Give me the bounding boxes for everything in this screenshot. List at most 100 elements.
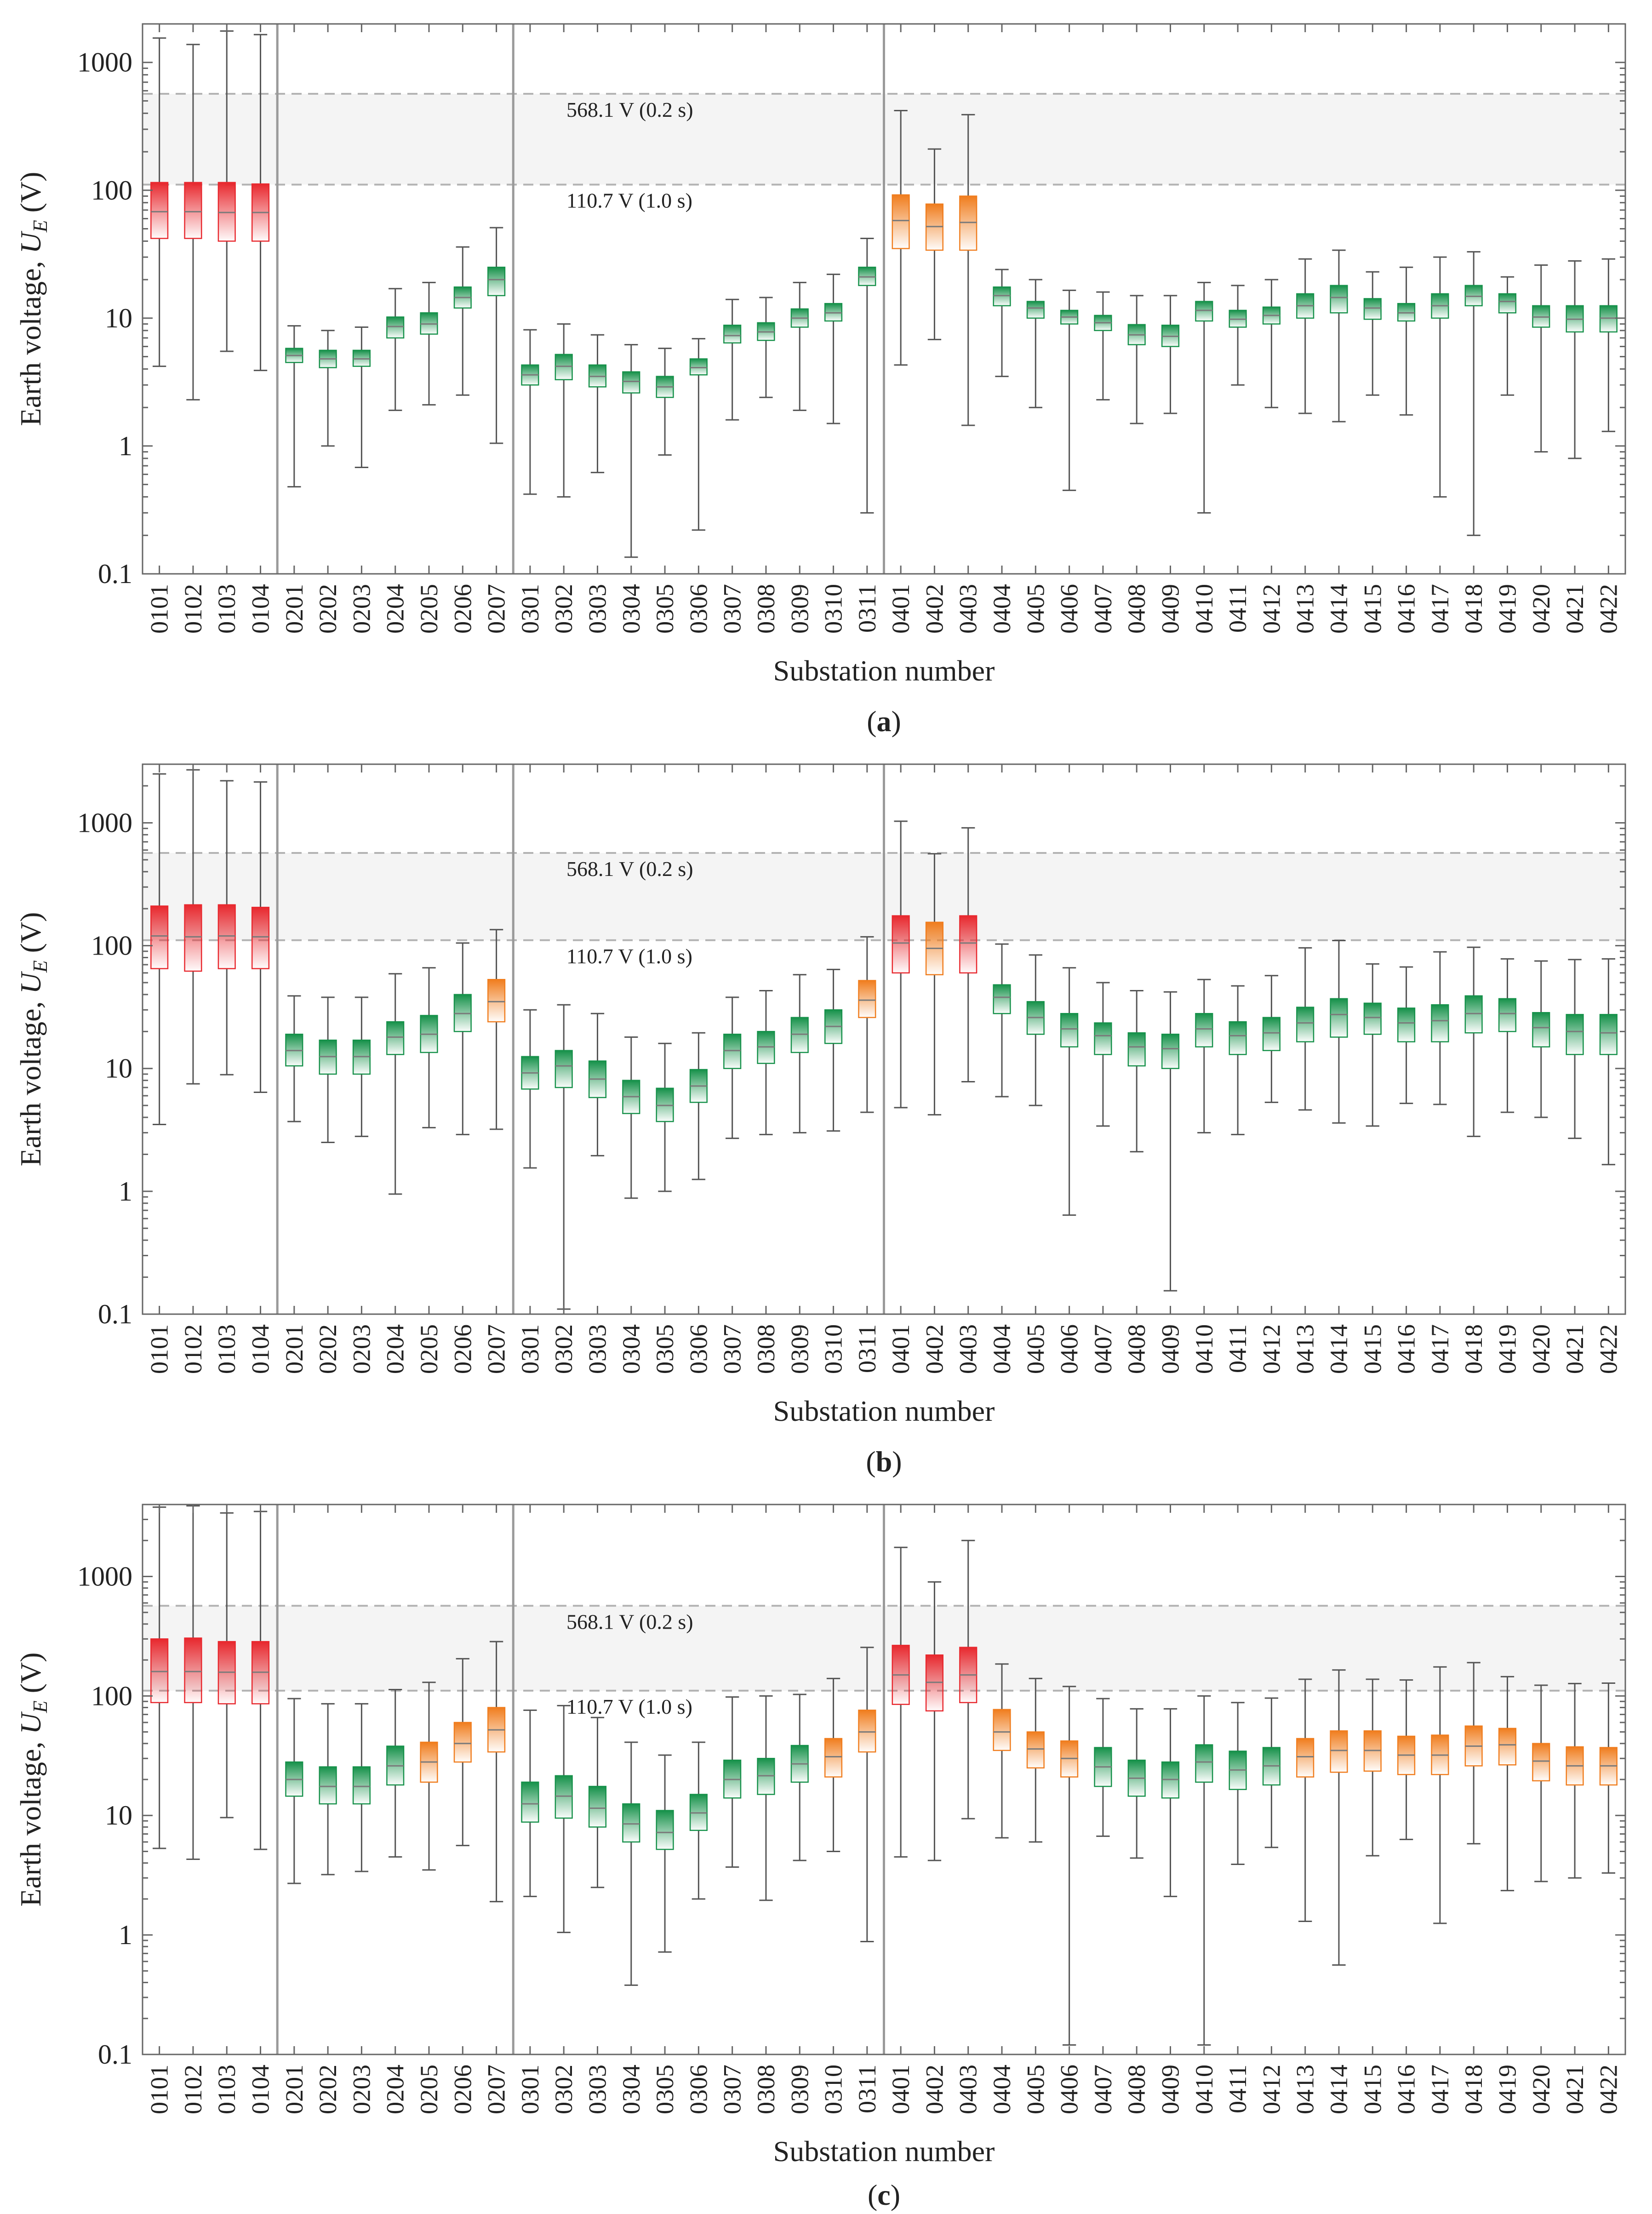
y-tick-label: 10 (105, 1053, 132, 1084)
x-axis-title: Substation number (773, 1395, 995, 1427)
box-iqr (1330, 285, 1348, 314)
box-0411 (1229, 285, 1247, 386)
x-tick-label: 0422 (1595, 1324, 1622, 1374)
x-tick-label: 0103 (213, 584, 240, 634)
x-tick-label: 0302 (550, 584, 577, 634)
box-0403 (959, 827, 977, 1083)
x-tick-label: 0403 (955, 584, 982, 634)
box-iqr (1296, 1738, 1315, 1778)
x-tick-label: 0104 (247, 1324, 274, 1374)
box-0101 (150, 37, 169, 367)
x-tick-label: 0303 (583, 2065, 611, 2114)
x-tick-label: 0201 (280, 584, 308, 634)
box-0304 (622, 1741, 640, 1986)
box-0305 (656, 348, 674, 456)
x-tick-label: 0303 (583, 584, 611, 634)
x-tick-label: 0416 (1393, 1324, 1420, 1374)
x-tick-label: 0402 (920, 2065, 948, 2114)
box-0103 (217, 780, 236, 1076)
x-tick-label: 0412 (1258, 1324, 1285, 1374)
x-tick-label: 0309 (786, 2065, 813, 2114)
box-0206 (453, 942, 472, 1135)
y-tick-label: 0.1 (98, 1299, 132, 1329)
threshold-label: 110.7 V (1.0 s) (566, 944, 692, 968)
x-tick-label: 0306 (685, 1324, 712, 1374)
box-0306 (689, 1032, 708, 1180)
box-iqr (1262, 1017, 1280, 1051)
box-0101 (150, 1506, 169, 1849)
box-iqr (622, 371, 640, 394)
box-0402 (925, 148, 944, 340)
box-iqr (959, 915, 977, 974)
box-iqr (217, 904, 236, 969)
y-tick-label: 10 (105, 1800, 132, 1831)
box-iqr (1296, 1007, 1315, 1042)
box-0417 (1431, 1666, 1449, 1924)
x-tick-label: 0205 (415, 2065, 443, 2114)
box-0401 (892, 109, 910, 366)
box-0409 (1161, 991, 1180, 1292)
x-tick-label: 0414 (1325, 2065, 1353, 2114)
box-0303 (588, 334, 607, 474)
box-0405 (1026, 1677, 1045, 1843)
x-tick-label: 0301 (516, 2065, 544, 2114)
box-0410 (1195, 978, 1213, 1133)
x-tick-label: 0405 (1022, 584, 1049, 634)
box-0404 (993, 943, 1011, 1098)
x-tick-label: 0421 (1561, 1324, 1589, 1374)
box-0305 (656, 1042, 674, 1192)
box-0202 (319, 330, 337, 447)
box-iqr (1498, 998, 1517, 1032)
box-0303 (588, 1013, 607, 1156)
x-tick-label: 0101 (146, 584, 173, 634)
box-0409 (1161, 1708, 1180, 1897)
box-iqr (588, 1785, 607, 1828)
box-iqr (487, 266, 506, 297)
x-tick-label: 0408 (1123, 1324, 1150, 1374)
x-tick-label: 0411 (1224, 584, 1252, 633)
box-0408 (1127, 990, 1146, 1153)
x-tick-label: 0301 (516, 584, 544, 634)
box-0306 (689, 1741, 708, 1900)
box-0410 (1195, 281, 1213, 514)
box-0207 (487, 1641, 506, 1903)
box-0422 (1599, 1682, 1618, 1874)
x-tick-label: 0419 (1493, 584, 1521, 634)
x-axis: 0101 0102 0103 0104 0201 0202 0203 0204 0205 0206… (146, 24, 1622, 634)
box-0401 (892, 820, 910, 1109)
box-0307 (723, 996, 742, 1139)
box-0308 (757, 1695, 775, 1901)
chart-panel-c: 568.1 V (0.2 s) 110.7 V (1.0 s) 0.1 1 10 100 1… (14, 1504, 1626, 2211)
x-tick-label: 0304 (617, 584, 645, 634)
x-tick-label: 0104 (247, 584, 274, 634)
box-0207 (487, 227, 506, 444)
x-tick-label: 0413 (1292, 584, 1319, 634)
box-0307 (723, 1696, 742, 1868)
x-tick-label: 0417 (1426, 2065, 1454, 2114)
box-0416 (1397, 966, 1416, 1104)
box-0310 (824, 274, 843, 424)
box-iqr (790, 1017, 809, 1053)
box-0309 (790, 974, 809, 1133)
box-0303 (588, 1716, 607, 1888)
x-tick-label: 0307 (719, 2065, 746, 2114)
x-tick-label: 0207 (483, 1324, 510, 1374)
x-tick-label: 0402 (920, 1324, 948, 1374)
threshold-label: 568.1 V (0.2 s) (566, 98, 693, 121)
x-tick-label: 0417 (1426, 584, 1454, 634)
x-tick-label: 0302 (550, 1324, 577, 1374)
x-tick-label: 0303 (583, 1324, 611, 1374)
x-tick-label: 0416 (1393, 584, 1420, 634)
x-tick-label: 0401 (887, 2065, 915, 2114)
box-0305 (656, 1754, 674, 1953)
box-0421 (1566, 1682, 1584, 1879)
x-tick-label: 0418 (1460, 1324, 1487, 1374)
x-tick-label: 0419 (1493, 1324, 1521, 1374)
x-tick-label: 0310 (820, 584, 847, 634)
box-0420 (1532, 1684, 1550, 1882)
box-iqr (184, 904, 202, 972)
x-tick-label: 0415 (1359, 1324, 1386, 1374)
x-tick-label: 0101 (146, 1324, 173, 1374)
x-tick-label: 0308 (752, 584, 780, 634)
box-iqr (251, 907, 270, 969)
